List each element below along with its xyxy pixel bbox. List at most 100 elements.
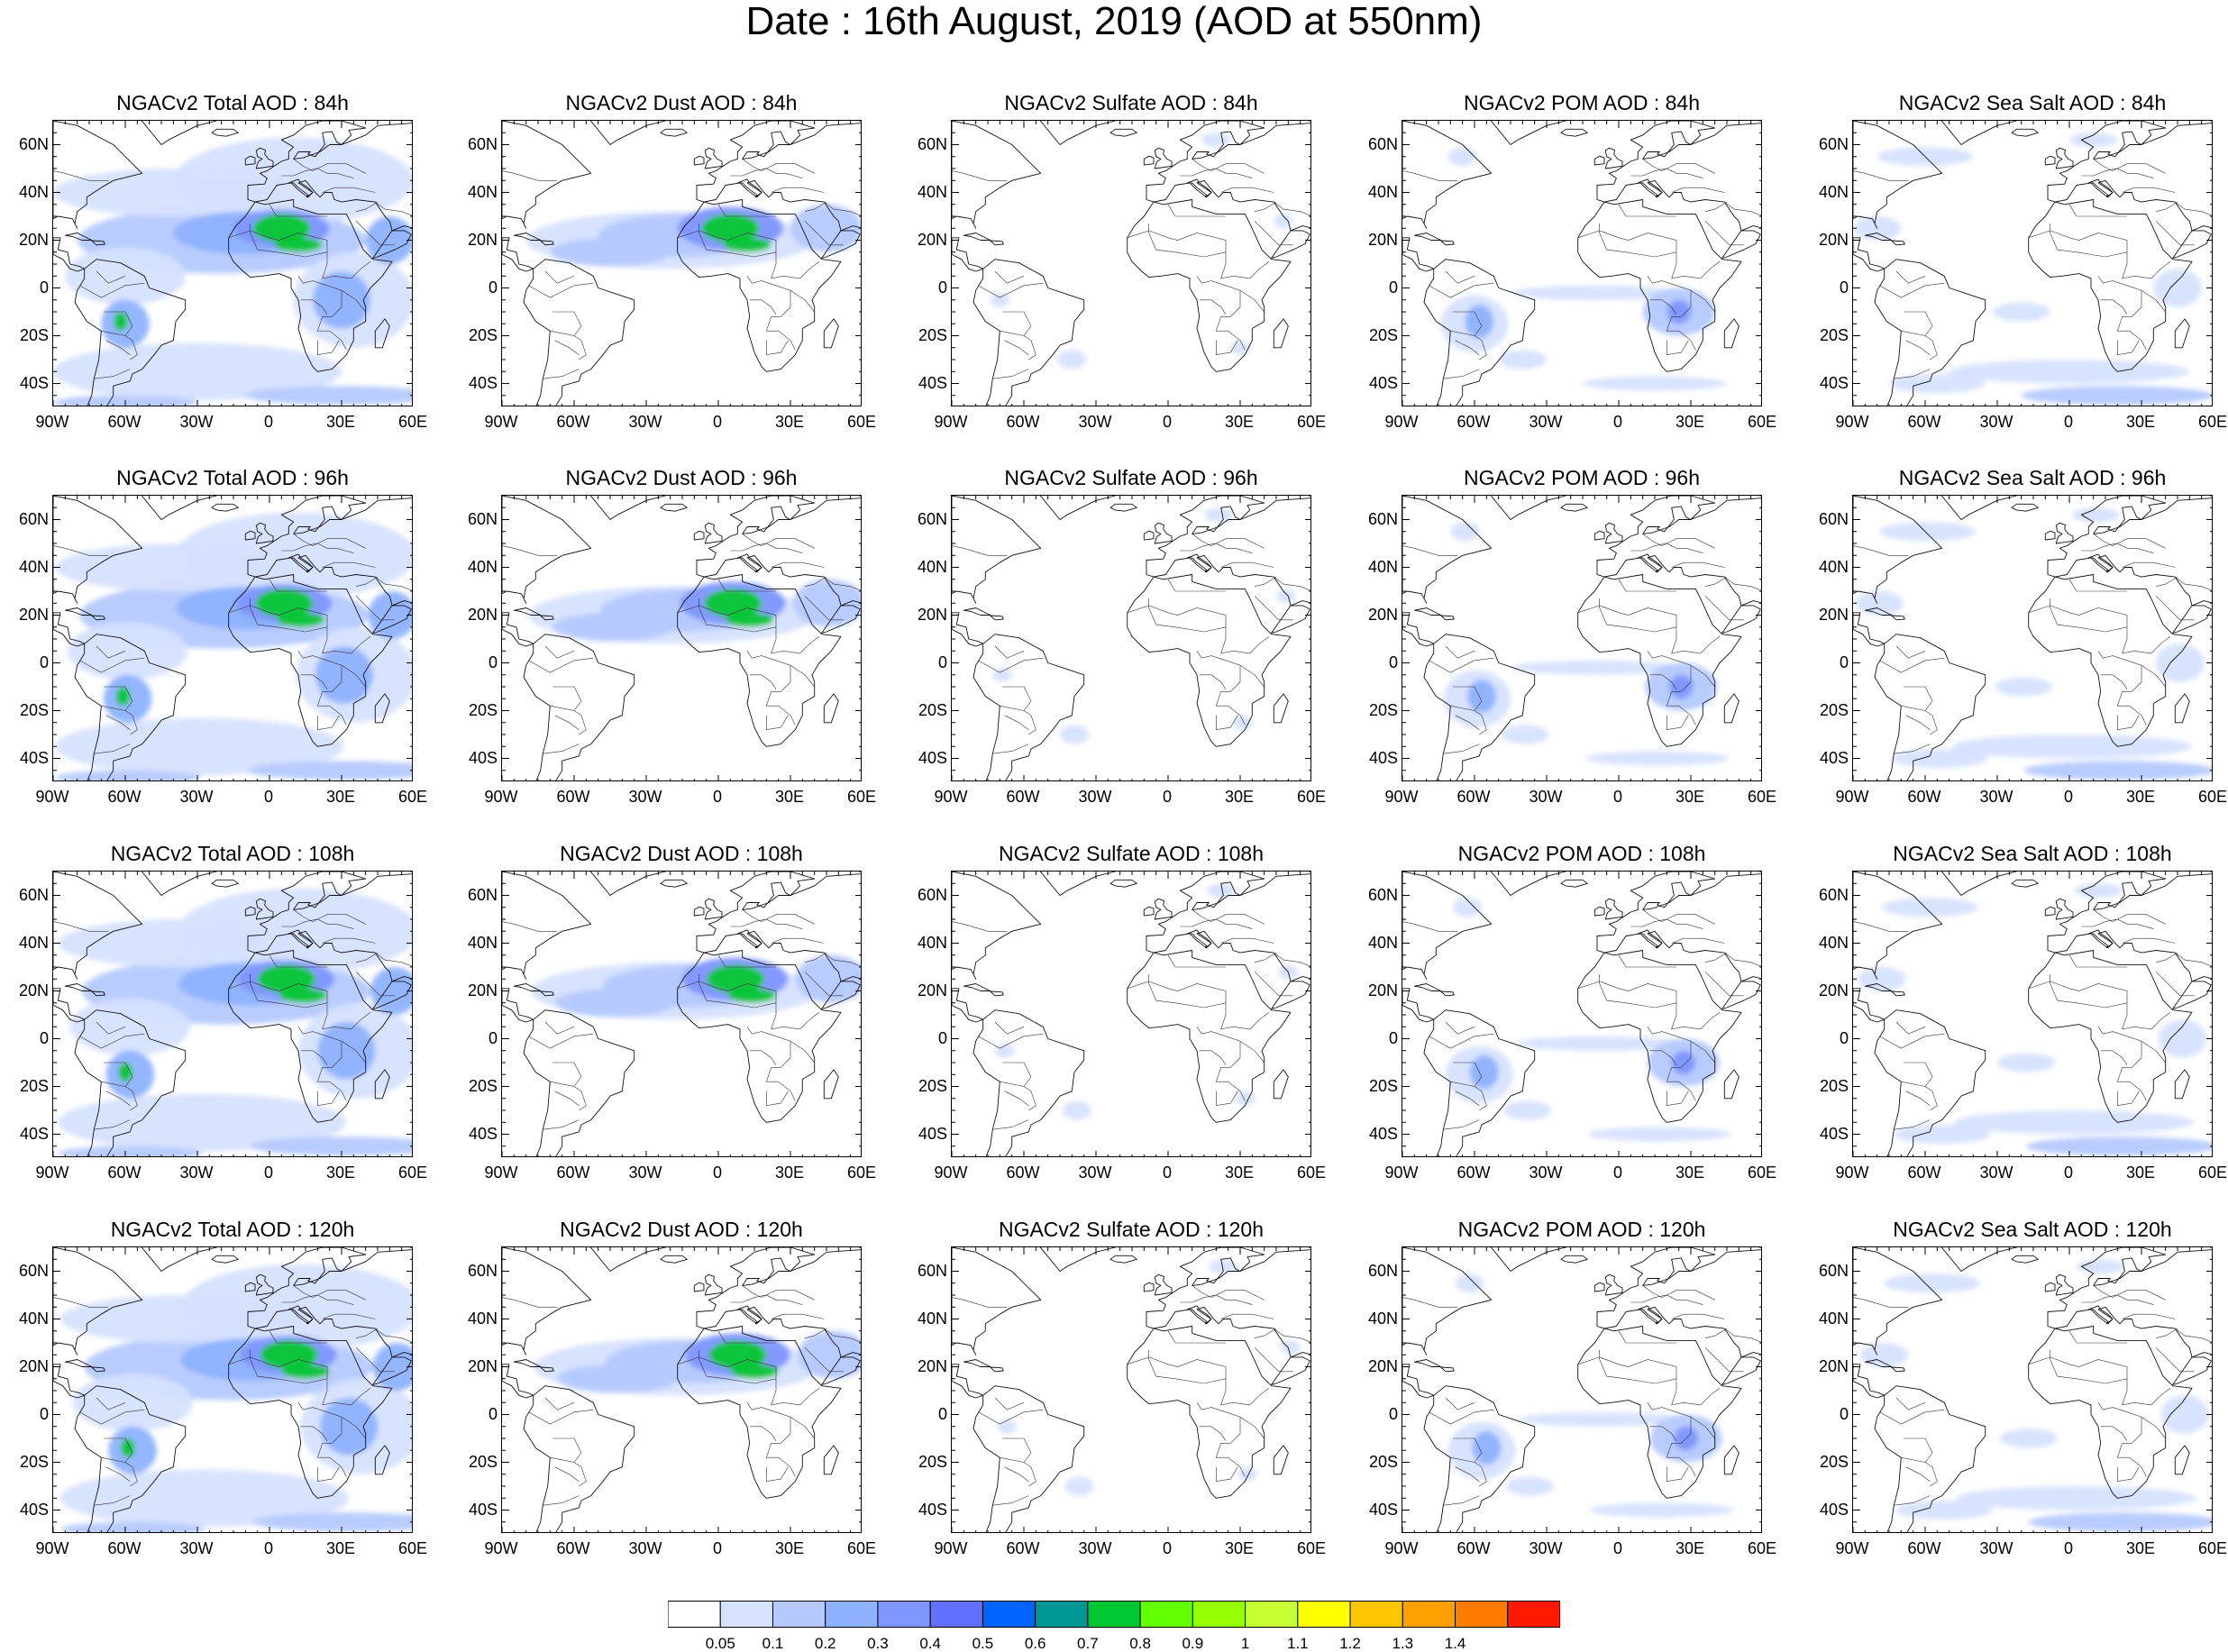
coastline (1853, 612, 1886, 647)
coastline (523, 634, 635, 780)
border (1649, 1426, 1677, 1441)
y-tick-label: 20N (18, 981, 49, 999)
border (824, 576, 861, 591)
map-svg (952, 1247, 1310, 1532)
y-tick-label: 60N (467, 134, 498, 153)
aod-contour (2028, 1512, 2212, 1532)
border (1196, 1027, 1246, 1101)
border (1254, 221, 1293, 246)
border (1455, 1466, 1480, 1482)
y-tick-label: 40S (1368, 373, 1398, 392)
border (1254, 1328, 1277, 1338)
y-tick-label: 20S (468, 700, 498, 719)
map-panel (52, 1246, 413, 1533)
coastline (2028, 574, 2193, 747)
coastline (2087, 929, 2114, 949)
x-tick-label: 60E (846, 413, 877, 431)
border (2081, 1294, 2154, 1305)
coastline (1146, 872, 1310, 982)
map-panel (951, 1246, 1311, 1533)
map-panel (501, 120, 862, 406)
map-svg (1402, 496, 1761, 780)
x-tick-label: 90W (484, 1164, 518, 1182)
coastline (677, 1326, 842, 1499)
coastlines (952, 872, 1310, 1156)
colorbar-label: 0.2 (814, 1635, 836, 1652)
x-tick-label: 0 (712, 1164, 722, 1182)
coastlines (53, 1247, 412, 1532)
x-tick-label: 60W (107, 1164, 142, 1182)
x-tick-label: 30E (1675, 1539, 1705, 1557)
tick-marks (1402, 496, 1761, 780)
x-tick-label: 0 (712, 1539, 722, 1557)
x-tick-label: 0 (1612, 413, 1622, 431)
y-tick-label: 0 (488, 1028, 498, 1047)
panel-title: NGACv2 Sulfate AOD : 108h (998, 842, 1265, 865)
coastline (523, 259, 635, 406)
y-tick-label: 40N (467, 933, 498, 952)
border (677, 605, 820, 654)
coastline (372, 981, 412, 1009)
coastlines (1853, 496, 2212, 780)
x-tick-label: 30E (2125, 1164, 2156, 1182)
border (1618, 204, 1676, 217)
border (228, 981, 371, 1030)
coastline (372, 605, 412, 634)
coastline (2044, 155, 2056, 166)
aod-contour (1511, 285, 1679, 300)
coastline (502, 1247, 592, 1355)
x-tick-label: 60E (2197, 1164, 2228, 1182)
border (1429, 1409, 1494, 1425)
border (699, 598, 777, 633)
border (2028, 230, 2171, 279)
y-tick-label: 40N (18, 182, 49, 201)
coastline (736, 1305, 762, 1325)
coastline (704, 898, 723, 920)
y-tick-label: 0 (937, 1404, 947, 1423)
y-tick-label: 60N (1818, 885, 1849, 904)
aod-contour (792, 579, 861, 627)
coastline (972, 259, 1085, 406)
panel-title: NGACv2 Sulfate AOD : 120h (998, 1218, 1265, 1241)
border (1577, 981, 1721, 1030)
border (2097, 1402, 2147, 1477)
coastline (374, 318, 390, 349)
aerosol-field (1853, 132, 2212, 406)
aod-contour (1671, 1050, 1696, 1075)
border (2100, 1050, 2128, 1065)
x-tick-label: 90W (1835, 413, 1869, 431)
border (53, 170, 109, 181)
coastline (1604, 522, 1623, 544)
y-tick-label: 40N (917, 1309, 947, 1328)
border (1216, 715, 1238, 731)
border (1167, 579, 1226, 592)
coastline (1423, 1009, 1536, 1156)
coastline (823, 693, 839, 724)
border (554, 340, 580, 355)
aod-contour (726, 612, 774, 627)
border (1901, 1456, 1938, 1487)
coastline (1490, 872, 1566, 896)
border (771, 187, 825, 193)
coastline (1853, 988, 1886, 1023)
aerosol-field (528, 579, 861, 644)
border (300, 299, 328, 315)
aod-contour (1276, 589, 1296, 604)
x-tick-label: 60E (397, 1539, 428, 1557)
x-tick-label: 0 (2063, 1164, 2073, 1182)
map-svg (952, 872, 1310, 1156)
aod-contour (113, 312, 128, 332)
coastline (1143, 155, 1155, 166)
y-tick-label: 60N (1818, 1261, 1849, 1280)
border (228, 230, 371, 279)
x-tick-label: 30W (628, 1164, 662, 1182)
x-tick-label: 30E (774, 413, 805, 431)
coastline (2055, 147, 2074, 169)
aod-contour (1201, 132, 1231, 148)
coastlines (502, 496, 861, 780)
border (1690, 289, 1715, 313)
colorbar-label: 1.1 (1286, 1635, 1309, 1652)
x-tick-label: 0 (712, 788, 722, 806)
x-tick-label: 60W (1006, 1539, 1040, 1557)
coastline (255, 1273, 274, 1296)
